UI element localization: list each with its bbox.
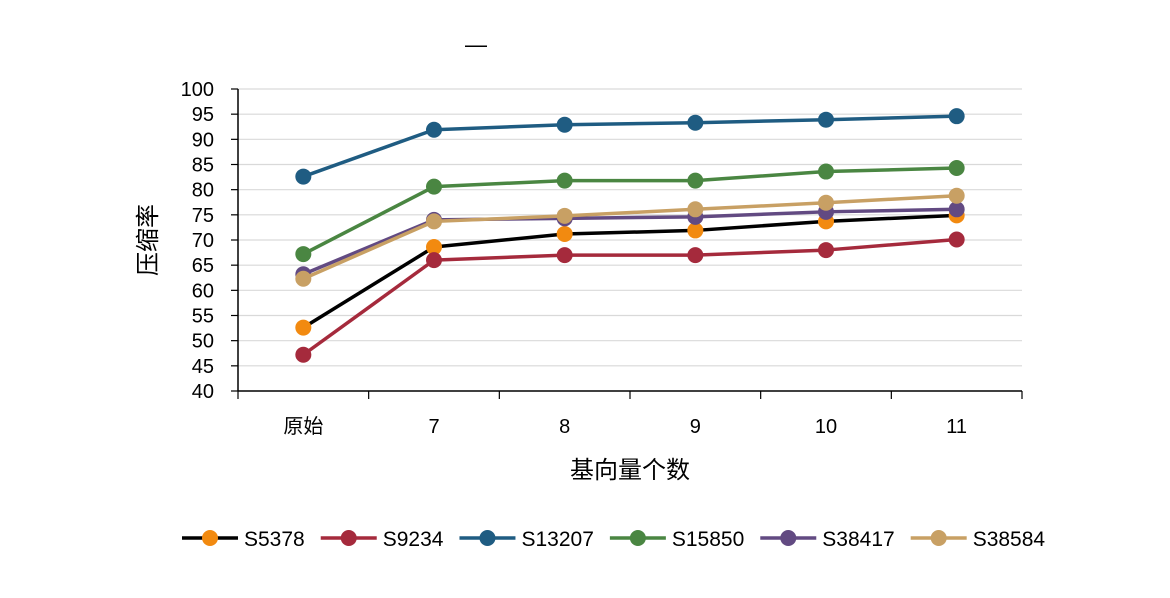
axes xyxy=(231,88,1023,399)
x-tick-label: 原始 xyxy=(283,415,323,438)
data-point xyxy=(556,116,573,133)
legend-item: S15850 xyxy=(609,528,744,551)
series-line xyxy=(302,166,957,256)
data-point xyxy=(295,319,312,336)
x-tick-label: 8 xyxy=(559,416,570,438)
series-line xyxy=(302,213,957,330)
legend-label: S15850 xyxy=(672,528,744,551)
data-point xyxy=(818,111,834,128)
data-point xyxy=(818,194,834,211)
y-tick-label: 100 xyxy=(181,79,214,101)
y-tick-label: 60 xyxy=(192,280,214,302)
x-tick-label: 11 xyxy=(946,416,967,438)
series-S9234 xyxy=(295,231,965,363)
series-group xyxy=(295,108,965,363)
legend-marker xyxy=(340,530,357,546)
data-point xyxy=(426,239,442,256)
data-point xyxy=(948,201,965,218)
data-point xyxy=(687,222,704,239)
legend-marker xyxy=(930,530,947,546)
data-point xyxy=(426,252,442,269)
legend-marker xyxy=(202,530,218,546)
y-tick-label: 70 xyxy=(192,230,214,252)
y-tick-label: 55 xyxy=(192,306,214,328)
legend-label: S38417 xyxy=(822,528,894,551)
data-point xyxy=(687,114,704,131)
series-S15850 xyxy=(295,160,965,263)
chart-title: — xyxy=(465,32,487,57)
data-point xyxy=(426,178,442,195)
x-tick-labels: 原始 7 8 9 10 11 xyxy=(283,415,967,438)
data-point xyxy=(818,242,834,259)
y-axis-label: 压缩率 xyxy=(134,204,162,276)
legend-marker xyxy=(780,530,797,546)
data-point xyxy=(687,247,704,264)
legend-label: S9234 xyxy=(383,528,444,551)
legend-marker xyxy=(629,530,646,546)
data-point xyxy=(556,247,573,264)
series-line xyxy=(302,207,957,276)
data-point xyxy=(556,172,573,189)
x-tick-label: 10 xyxy=(815,416,837,438)
legend-marker xyxy=(479,530,496,546)
data-point xyxy=(295,270,312,287)
series-line xyxy=(302,193,957,281)
x-axis-label: 基向量个数 xyxy=(570,456,690,484)
y-tick-label: 90 xyxy=(192,129,214,151)
y-tick-label: 65 xyxy=(192,255,214,277)
data-point xyxy=(556,225,573,242)
data-point xyxy=(426,121,442,138)
data-point xyxy=(948,187,965,204)
gridlines xyxy=(238,88,1022,367)
legend-item: S38584 xyxy=(910,528,1046,551)
data-point xyxy=(687,201,704,218)
data-point xyxy=(687,172,704,189)
series-line xyxy=(302,114,957,179)
y-tick-label: 45 xyxy=(192,356,214,378)
data-point xyxy=(948,160,965,177)
data-point xyxy=(818,163,834,180)
y-tick-label: 85 xyxy=(192,155,214,177)
legend-item: S5378 xyxy=(182,528,305,551)
y-tick-label: 80 xyxy=(192,180,214,202)
series-line xyxy=(302,237,957,357)
y-tick-labels: 40 45 50 55 60 65 70 75 80 85 90 95 100 xyxy=(181,79,214,403)
legend-label: S38584 xyxy=(973,528,1046,551)
data-point xyxy=(556,207,573,224)
y-tick-label: 75 xyxy=(192,205,214,227)
series-S5378 xyxy=(295,207,965,336)
x-tick-label: 7 xyxy=(428,416,439,438)
y-tick-label: 95 xyxy=(192,104,214,126)
series-S38584 xyxy=(295,187,965,287)
series-S13207 xyxy=(295,108,965,185)
y-tick-label: 40 xyxy=(192,381,214,403)
legend-item: S38417 xyxy=(760,528,895,551)
legend-label: S5378 xyxy=(244,528,305,551)
data-point xyxy=(948,231,965,248)
legend-label: S13207 xyxy=(521,528,593,551)
legend-item: S9234 xyxy=(320,528,444,551)
data-point xyxy=(426,213,442,230)
data-point xyxy=(295,168,312,185)
legend-item: S13207 xyxy=(459,528,594,551)
data-point xyxy=(948,108,965,125)
data-point xyxy=(295,246,312,263)
legend: S5378 S9234 S13207 S15850 S38417 S38584 xyxy=(182,528,1045,551)
x-tick-label: 9 xyxy=(690,416,701,438)
data-point xyxy=(295,346,312,363)
y-tick-label: 50 xyxy=(192,331,214,353)
